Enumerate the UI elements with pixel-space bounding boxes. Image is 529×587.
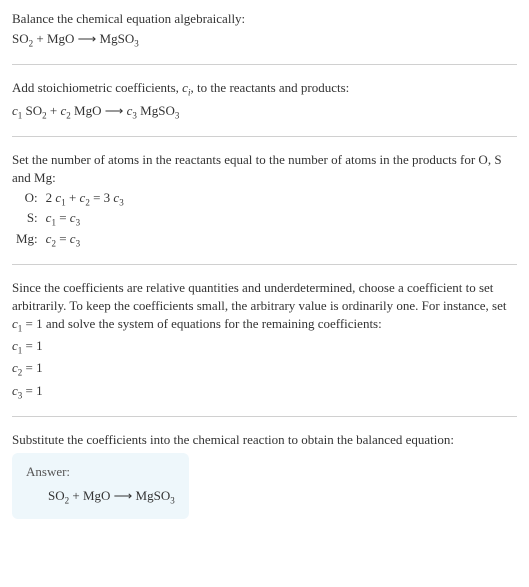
answer-equation: SO2 + MgO ⟶ MgSO3 [48, 487, 175, 507]
arrow: ⟶ [114, 488, 133, 503]
intro-block: Balance the chemical equation algebraica… [12, 10, 517, 50]
text: Since the coefficients are relative quan… [12, 280, 507, 313]
text: + MgO [33, 31, 78, 46]
result-c3: c3 = 1 [12, 382, 517, 402]
text: = 1 [22, 383, 42, 398]
table-row: Mg: c2 = c3 [12, 230, 128, 250]
subscript: 3 [175, 110, 180, 120]
coeffs-block: Add stoichiometric coefficients, ci, to … [12, 79, 517, 121]
subscript: 3 [119, 198, 124, 208]
species-mgo: MgO [71, 103, 105, 118]
subscript: 3 [170, 496, 175, 506]
atoms-text: Set the number of atoms in the reactants… [12, 151, 517, 187]
atoms-block: Set the number of atoms in the reactants… [12, 151, 517, 250]
text: = 1 [22, 338, 42, 353]
text: = 1 and solve the system of equations fo… [22, 316, 381, 331]
text: + [47, 103, 61, 118]
text: , to the reactants and products: [190, 80, 349, 95]
divider [12, 416, 517, 417]
result-c1: c1 = 1 [12, 337, 517, 357]
divider [12, 264, 517, 265]
substitute-block: Substitute the coefficients into the che… [12, 431, 517, 520]
text: + [66, 190, 80, 205]
species-so2: SO [22, 103, 42, 118]
substitute-text: Substitute the coefficients into the che… [12, 431, 517, 449]
element-label-o: O: [12, 189, 42, 209]
species-so2: SO [12, 31, 29, 46]
species-so2: SO [48, 488, 65, 503]
coeffs-text: Add stoichiometric coefficients, ci, to … [12, 79, 517, 99]
table-row: S: c1 = c3 [12, 209, 128, 229]
divider [12, 136, 517, 137]
equation-o: 2 c1 + c2 = 3 c3 [42, 189, 128, 209]
arbitrary-block: Since the coefficients are relative quan… [12, 279, 517, 402]
equation-s: c1 = c3 [42, 209, 128, 229]
subscript: 3 [76, 218, 81, 228]
element-label-mg: Mg: [12, 230, 42, 250]
equation-mg: c2 = c3 [42, 230, 128, 250]
divider [12, 64, 517, 65]
text: Add stoichiometric coefficients, [12, 80, 182, 95]
arbitrary-text: Since the coefficients are relative quan… [12, 279, 517, 336]
table-row: O: 2 c1 + c2 = 3 c3 [12, 189, 128, 209]
intro-text: Balance the chemical equation algebraica… [12, 10, 517, 28]
species-mgso3: MgSO [137, 103, 175, 118]
text: 2 [46, 190, 56, 205]
text: = [56, 231, 70, 246]
coeffs-equation: c1 SO2 + c2 MgO ⟶ c3 MgSO3 [12, 102, 517, 122]
answer-label: Answer: [26, 463, 175, 481]
answer-box: Answer: SO2 + MgO ⟶ MgSO3 [12, 453, 189, 519]
species-mgso3: MgSO [96, 31, 134, 46]
atoms-table: O: 2 c1 + c2 = 3 c3 S: c1 = c3 Mg: c2 = … [12, 189, 128, 250]
subscript: 3 [134, 39, 139, 49]
element-label-s: S: [12, 209, 42, 229]
text: = 1 [22, 360, 42, 375]
subscript: 3 [76, 238, 81, 248]
result-c2: c2 = 1 [12, 359, 517, 379]
text: = 3 [90, 190, 114, 205]
intro-equation: SO2 + MgO ⟶ MgSO3 [12, 30, 517, 50]
arrow: ⟶ [105, 103, 127, 118]
species-mgso3: MgSO [132, 488, 170, 503]
text: + MgO [69, 488, 114, 503]
arrow: ⟶ [78, 31, 97, 46]
text: = [56, 210, 70, 225]
